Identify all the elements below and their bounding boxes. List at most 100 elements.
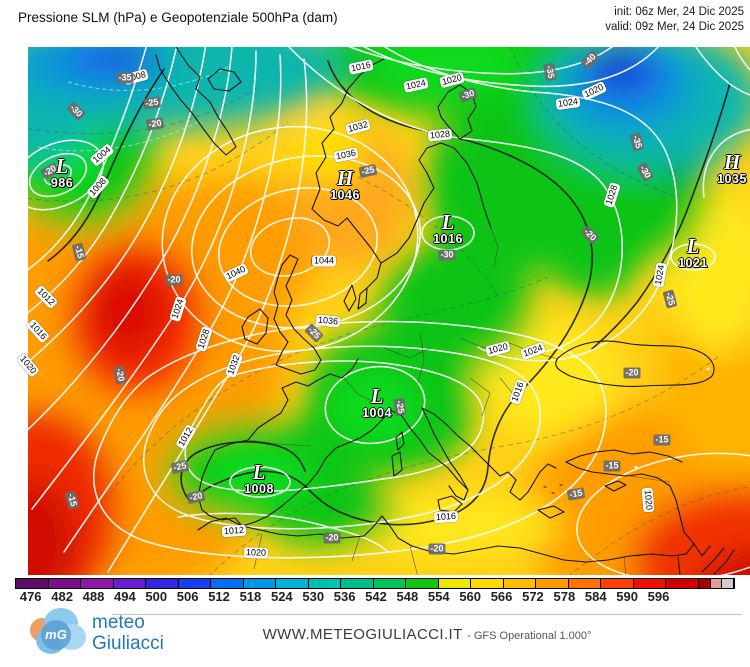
colorbar-cell [243,579,277,588]
run-info: init: 06z Mer, 24 Dic 2025 valid: 09z Me… [605,5,744,35]
map-speck [706,367,710,371]
temperature-label: -30 [458,87,478,103]
colorbar-cell [722,579,734,588]
isobar-label: 1036 [315,314,341,328]
isobar-label: 1012 [33,284,59,310]
isobar-label: 1016 [25,318,51,344]
temperature-label: -20 [145,117,165,131]
temperature-label: -15 [653,434,671,446]
footer: mG meteo Giuliacci WWW.METEOGIULIACCI.IT… [0,604,750,667]
temperature-label: -20 [186,489,206,505]
colorbar-tick-label: 524 [270,589,293,604]
temperature-label: -25 [142,96,162,110]
website-url: WWW.METEOGIULIACCI.IT [262,626,463,643]
pressure-center-letter: L [55,154,69,178]
temperature-label: -35 [543,62,557,82]
map-speck [634,465,638,469]
logo-monogram: mG [41,620,71,650]
pressure-center-l-1008: L 1008 [244,462,274,496]
footer-credit: WWW.METEOGIULIACCI.IT - GFS Operational … [112,614,742,644]
temperature-label: -20 [113,365,127,385]
isobar-label: 1004 [89,143,115,167]
temperature-label: -35 [116,72,134,84]
pressure-center-letter: L [370,384,384,408]
temperature-label: -30 [438,249,456,261]
colorbar-cell [536,579,569,588]
isobar-label: 1024 [652,262,668,288]
isobar-label: 1040 [222,262,250,284]
temperature-label: -35 [629,132,645,152]
temperature-label: -20 [165,274,183,286]
pressure-center-value: 1016 [433,232,463,246]
temperature-label: -15 [64,490,80,510]
colorbar-cell [308,579,342,588]
temperature-label: -30 [635,161,655,183]
pressure-center-value: 1035 [717,172,747,186]
pressure-center-h-1046: H 1046 [330,168,360,202]
page-title: Pressione SLM (hPa) e Geopotenziale 500h… [18,10,338,25]
colorbar-tick-label: 548 [396,589,419,604]
brand-line2: Giuliacci [92,633,164,654]
colorbar-tick-label: 596 [647,589,670,604]
isobar-label: 1020 [484,340,512,358]
temperature-label: -20 [623,367,641,379]
pressure-center-letter: L [252,460,266,484]
valid-time: valid: 09z Mer, 24 Dic 2025 [605,21,744,33]
pressure-center-letter: L [686,234,700,258]
colorbar-tick-label: 512 [208,589,230,604]
colorbar-cell [471,579,504,588]
weather-map: 1008 1004 1008 1012 1016 1020 1024 1028 1032 1044… [16,47,750,575]
temperature-label: -25 [170,459,190,475]
brand-name: meteo Giuliacci [92,612,164,654]
temperature-label: -25 [358,163,378,179]
temperature-dashed-contours-cold [37,66,229,152]
isobar-label: 1008 [85,174,111,200]
temperature-label: -15 [566,487,586,501]
isobar-label: 1020 [641,487,655,513]
colorbar-cell [503,579,537,588]
isobar-label: 1032 [224,351,244,379]
pressure-center-letter: L [441,210,455,234]
temperature-label: -40 [580,50,600,70]
colorbar-tick-label: 560 [459,589,482,604]
colorbar-tick-label: 530 [302,589,325,604]
temperature-dashed-contours [28,47,749,575]
pressure-center-h-1035: H 1035 [717,152,747,186]
colorbar-cell [406,579,439,588]
init-time: init: 06z Mer, 24 Dic 2025 [614,6,744,18]
geopotential-colorbar [15,578,735,589]
colorbar-cell [16,579,49,588]
colorbar-tick-label: 536 [333,589,356,604]
isobar-label: 1024 [403,77,429,93]
colorbar-cell [568,579,602,588]
brand-line1: meteo [92,612,145,633]
isobar-label: 1028 [427,128,453,142]
isobar-label: 1020 [580,80,608,102]
temperature-label: -30 [66,101,86,121]
colorbar-cell [698,579,711,588]
pressure-center-l-986: L 986 [51,156,73,190]
colorbar-cell [666,579,699,588]
colorbar-tick-label: 494 [114,589,136,604]
colorbar-cell [276,579,309,588]
temperature-label: -25 [662,289,678,309]
meteogiuliacci-logo-icon: mG [30,608,88,660]
isobar-label: 1020 [243,547,269,559]
isobar-label: 1028 [603,181,621,209]
colorbar-tick-label: 488 [82,589,105,604]
isobar-label: 1024 [169,295,187,323]
temperature-label: -25 [393,397,407,417]
temperature-label: -15 [71,242,87,262]
pressure-center-value: 1004 [362,406,392,420]
colorbar-tick-label: 506 [176,589,199,604]
isobar-label: 1016 [348,59,374,75]
colorbar-tick-label: 482 [51,589,73,604]
map-label-overlay: 1008 1004 1008 1012 1016 1020 1024 1028 1032 1044… [16,47,750,575]
colorbar-tick-label: 542 [365,589,387,604]
colorbar-cell [373,579,407,588]
colorbar-tick-label: 590 [616,589,638,604]
pressure-center-value: 1021 [678,256,708,270]
colorbar-cell [710,579,723,588]
isobar-label: 1012 [221,524,247,538]
isobar-label: 1012 [175,423,197,451]
